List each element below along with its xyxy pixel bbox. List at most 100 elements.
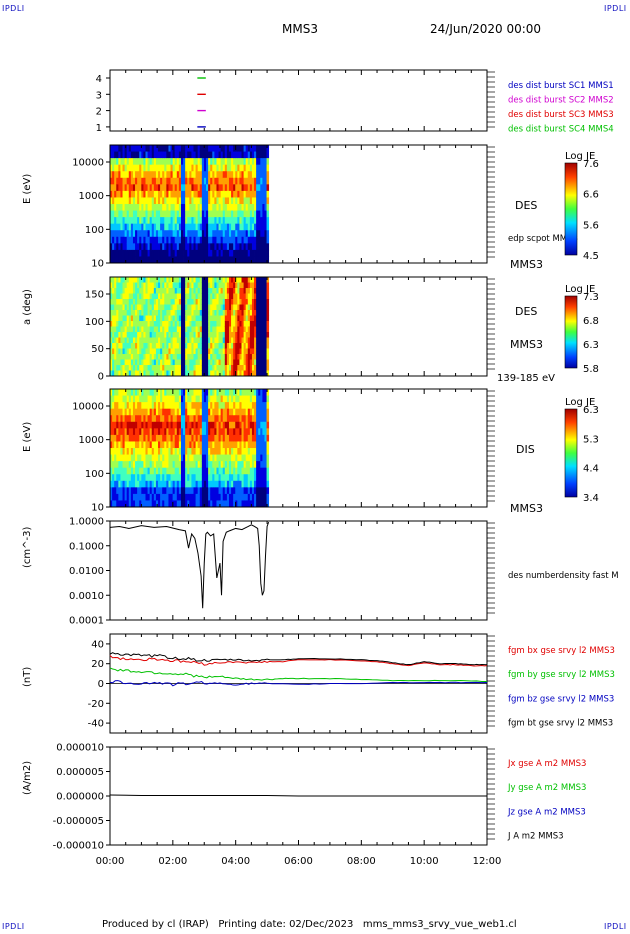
des-pitch-colorbar-tick: 6.8 [583,316,599,327]
heatmap-cell [141,480,144,488]
heatmap-cell [155,332,159,338]
heatmap-cell [260,359,263,366]
heatmap-cell [254,493,257,501]
heatmap-cell [114,184,117,192]
heatmap-cell [210,493,213,501]
heatmap-cell [216,249,219,257]
heatmap-cell [162,500,165,508]
heatmap-cell [262,337,265,344]
heatmap-cell [114,277,117,283]
heatmap-cell [160,171,163,179]
heatmap-cell [247,243,251,251]
heatmap-cell [233,461,236,469]
heatmap-cell [178,164,182,172]
heatmap-cell [195,315,199,322]
heatmap-cell [195,467,199,475]
heatmap-cell [189,441,192,449]
heatmap-cell [243,293,247,300]
heatmap-cell [256,184,259,192]
heatmap-cell [143,310,146,316]
heatmap-cell [185,310,188,316]
heatmap-cell [249,500,253,508]
heatmap-cell [241,343,245,349]
heatmap-cell [160,204,163,211]
heatmap-cell [203,230,207,238]
heatmap-cell [256,249,259,257]
heatmap-cell [132,421,136,429]
heatmap-cell [114,304,117,311]
heatmap-cell [139,408,142,416]
heatmap-cell [147,461,151,469]
heatmap-cell [208,158,211,166]
heatmap-cell [172,256,176,264]
heatmap-cell [260,299,263,305]
heatmap-cell [235,171,238,179]
heatmap-cell [222,348,226,355]
heatmap-cell [164,304,167,311]
heatmap-cell [110,204,113,211]
heatmap-cell [262,321,265,327]
heatmap-cell [195,474,199,482]
heatmap-cell [247,441,251,449]
heatmap-cell [170,441,174,449]
heatmap-cell [191,500,194,508]
heatmap-cell [258,421,261,429]
heatmap-cell [266,236,270,244]
heatmap-cell [189,415,192,423]
heatmap-cell [210,441,213,449]
heatmap-cell [222,299,226,305]
heatmap-cell [110,337,113,344]
heatmap-cell [174,434,178,442]
heatmap-cell [158,282,161,289]
heatmap-cell [132,428,136,436]
heatmap-cell [145,249,148,257]
heatmap-cell [258,389,261,396]
heatmap-cell [237,354,240,360]
heatmap-cell [260,293,263,300]
heatmap-cell [130,415,134,423]
heatmap-cell [233,337,236,344]
heatmap-cell [128,493,132,501]
heatmap-cell [137,434,140,442]
heatmap-cell [254,184,257,192]
heatmap-cell [158,217,161,225]
heatmap-cell [233,395,236,403]
heatmap-cell [231,236,234,244]
heatmap-cell [170,164,174,172]
heatmap-cell [206,480,209,488]
heatmap-cell [160,343,163,349]
heatmap-cell [228,299,232,305]
heatmap-cell [130,217,134,225]
heatmap-cell [199,288,203,294]
heatmap-cell [260,500,263,508]
heatmap-cell [191,343,194,349]
heatmap-cell [254,210,257,218]
heatmap-cell [160,402,163,410]
heatmap-cell [155,348,159,355]
heatmap-cell [170,177,174,185]
heatmap-cell [220,354,224,360]
heatmap-cell [176,480,180,488]
heatmap-cell [116,145,119,152]
heatmap-cell [208,177,211,185]
heatmap-cell [254,236,257,244]
heatmap-cell [208,428,211,436]
heatmap-cell [260,158,263,166]
heatmap-cell [183,184,186,192]
heatmap-cell [264,164,267,172]
heatmap-cell [155,171,159,179]
heatmap-cell [233,315,236,322]
heatmap-cell [112,448,115,455]
heatmap-cell [220,370,224,377]
heatmap-cell [135,164,138,172]
heatmap-cell [231,348,234,355]
heatmap-cell [266,282,270,289]
heatmap-cell [193,467,196,475]
heatmap-cell [231,217,234,225]
heatmap-cell [122,415,126,423]
heatmap-cell [254,359,257,366]
heatmap-cell [162,171,165,179]
heatmap-cell [266,337,270,344]
heatmap-cell [149,293,153,300]
heatmap-cell [210,370,213,377]
